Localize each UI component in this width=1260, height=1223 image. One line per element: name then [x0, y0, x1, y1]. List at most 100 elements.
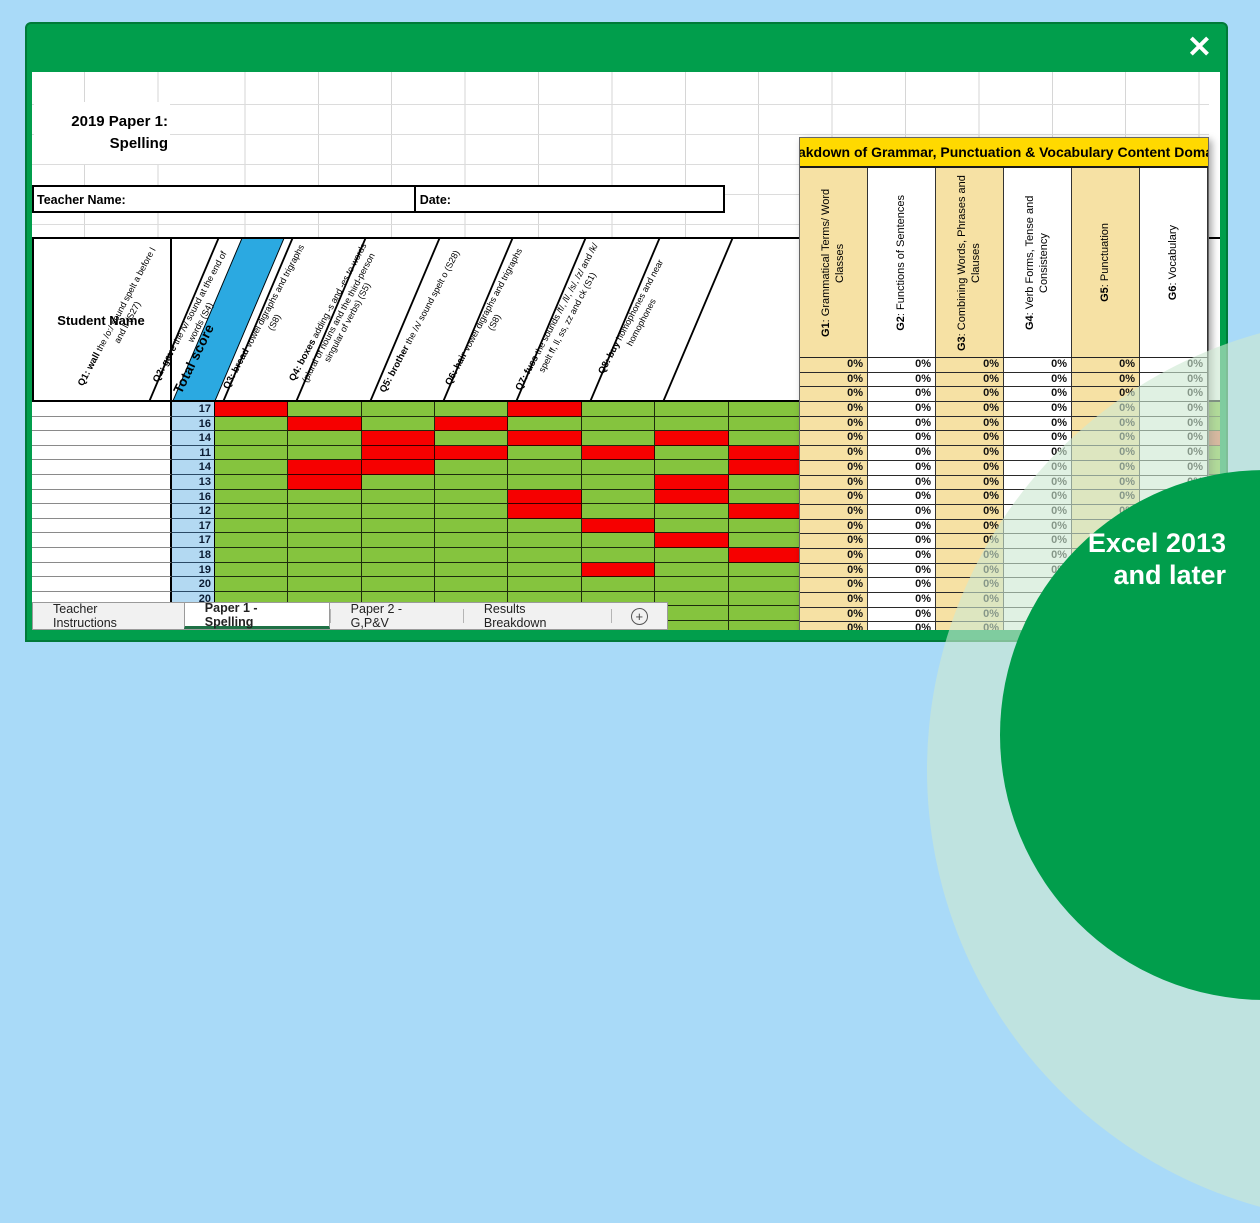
answer-cell-q1[interactable] — [214, 577, 289, 592]
answer-cell-q4[interactable] — [435, 445, 509, 461]
total-score-cell[interactable]: 14 — [171, 460, 215, 475]
answer-cell-q7[interactable] — [655, 431, 729, 446]
gpv-percent-cell[interactable]: 0% — [800, 490, 868, 505]
gpv-percent-cell[interactable]: 0% — [800, 358, 868, 373]
gpv-percent-cell[interactable]: 0% — [868, 358, 936, 373]
answer-cell-q8[interactable] — [728, 547, 802, 563]
answer-cell-q5[interactable] — [508, 416, 582, 432]
gpv-percent-cell[interactable]: 0% — [1004, 416, 1072, 432]
student-name-cell[interactable] — [32, 547, 172, 563]
student-name-cell[interactable] — [32, 474, 172, 490]
answer-cell-q7[interactable] — [655, 577, 729, 592]
total-score-cell[interactable]: 16 — [171, 489, 215, 505]
answer-cell-q4[interactable] — [435, 474, 509, 490]
total-score-cell[interactable]: 12 — [171, 504, 215, 519]
answer-cell-q7[interactable] — [655, 518, 729, 534]
gpv-percent-cell[interactable]: 0% — [800, 402, 868, 417]
gpv-percent-cell[interactable]: 0% — [868, 534, 936, 549]
total-score-cell[interactable]: 14 — [171, 431, 215, 446]
answer-cell-q4[interactable] — [435, 431, 509, 446]
answer-cell-q5[interactable] — [508, 547, 582, 563]
answer-cell-q8[interactable] — [728, 562, 802, 578]
answer-cell-q4[interactable] — [435, 402, 509, 417]
gpv-percent-cell[interactable]: 0% — [936, 446, 1004, 461]
answer-cell-q2[interactable] — [288, 489, 362, 505]
gpv-percent-cell[interactable]: 0% — [800, 431, 868, 447]
answer-cell-q8[interactable] — [728, 533, 802, 548]
gpv-percent-cell[interactable]: 0% — [1004, 372, 1072, 388]
gpv-percent-cell[interactable]: 0% — [800, 460, 868, 476]
student-name-cell[interactable] — [32, 445, 172, 461]
gpv-percent-cell[interactable]: 0% — [936, 460, 1004, 476]
gpv-percent-cell[interactable]: 0% — [936, 519, 1004, 535]
gpv-percent-cell[interactable]: 0% — [800, 593, 868, 608]
answer-cell-q6[interactable] — [581, 518, 656, 534]
answer-cell-q5[interactable] — [508, 533, 582, 548]
answer-cell-q4[interactable] — [435, 533, 509, 548]
answer-cell-q3[interactable] — [361, 474, 436, 490]
answer-cell-q2[interactable] — [288, 431, 362, 446]
tab-paper-1-spelling[interactable]: Paper 1 - Spelling — [183, 601, 330, 629]
answer-cell-q8[interactable] — [728, 591, 802, 607]
gpv-percent-cell[interactable]: 0% — [1004, 387, 1072, 403]
gpv-percent-cell[interactable]: 0% — [868, 548, 936, 564]
answer-cell-q1[interactable] — [214, 547, 289, 563]
gpv-percent-cell[interactable]: 0% — [800, 519, 868, 535]
answer-cell-q2[interactable] — [288, 533, 362, 548]
gpv-percent-cell[interactable]: 0% — [1004, 358, 1072, 373]
answer-cell-q2[interactable] — [288, 474, 362, 490]
gpv-percent-cell[interactable]: 0% — [1004, 402, 1072, 417]
answer-cell-q7[interactable] — [655, 620, 729, 630]
total-score-cell[interactable]: 17 — [171, 402, 215, 417]
gpv-percent-cell[interactable]: 0% — [868, 416, 936, 432]
student-name-cell[interactable] — [32, 504, 172, 519]
answer-cell-q8[interactable] — [728, 402, 802, 417]
tab-teacher-instructions[interactable]: Teacher Instructions — [53, 602, 117, 630]
answer-cell-q2[interactable] — [288, 562, 362, 578]
answer-cell-q8[interactable] — [728, 431, 802, 446]
student-name-cell[interactable] — [32, 562, 172, 578]
answer-cell-q6[interactable] — [581, 431, 656, 446]
gpv-percent-cell[interactable]: 0% — [800, 563, 868, 579]
answer-cell-q5[interactable] — [508, 474, 582, 490]
answer-cell-q8[interactable] — [728, 474, 802, 490]
answer-cell-q1[interactable] — [214, 562, 289, 578]
gpv-percent-cell[interactable]: 0% — [868, 593, 936, 608]
gpv-percent-cell[interactable]: 0% — [800, 416, 868, 432]
gpv-percent-cell[interactable]: 0% — [800, 372, 868, 388]
answer-cell-q7[interactable] — [655, 416, 729, 432]
answer-cell-q5[interactable] — [508, 518, 582, 534]
answer-cell-q1[interactable] — [214, 533, 289, 548]
total-score-cell[interactable]: 18 — [171, 547, 215, 563]
answer-cell-q6[interactable] — [581, 460, 656, 475]
answer-cell-q3[interactable] — [361, 489, 436, 505]
total-score-cell[interactable]: 20 — [171, 577, 215, 592]
gpv-percent-cell[interactable]: 0% — [868, 460, 936, 476]
gpv-percent-cell[interactable]: 0% — [1072, 372, 1140, 388]
answer-cell-q3[interactable] — [361, 445, 436, 461]
answer-cell-q5[interactable] — [508, 489, 582, 505]
student-name-cell[interactable] — [32, 518, 172, 534]
answer-cell-q1[interactable] — [214, 445, 289, 461]
answer-cell-q1[interactable] — [214, 474, 289, 490]
gpv-percent-cell[interactable]: 0% — [868, 402, 936, 417]
gpv-percent-cell[interactable]: 0% — [800, 578, 868, 593]
answer-cell-q7[interactable] — [655, 460, 729, 475]
answer-cell-q1[interactable] — [214, 416, 289, 432]
answer-cell-q8[interactable] — [728, 416, 802, 432]
answer-cell-q5[interactable] — [508, 460, 582, 475]
student-name-cell[interactable] — [32, 577, 172, 592]
answer-cell-q3[interactable] — [361, 562, 436, 578]
tab-results-breakdown[interactable]: Results Breakdown — [483, 602, 547, 630]
answer-cell-q1[interactable] — [214, 460, 289, 475]
gpv-percent-cell[interactable]: 0% — [936, 402, 1004, 417]
answer-cell-q6[interactable] — [581, 577, 656, 592]
gpv-percent-cell[interactable]: 0% — [868, 372, 936, 388]
gpv-percent-cell[interactable]: 0% — [868, 431, 936, 447]
answer-cell-q1[interactable] — [214, 402, 289, 417]
gpv-percent-cell[interactable]: 0% — [800, 446, 868, 461]
gpv-percent-cell[interactable]: 0% — [800, 504, 868, 520]
answer-cell-q2[interactable] — [288, 504, 362, 519]
gpv-percent-cell[interactable]: 0% — [800, 548, 868, 564]
answer-cell-q4[interactable] — [435, 547, 509, 563]
